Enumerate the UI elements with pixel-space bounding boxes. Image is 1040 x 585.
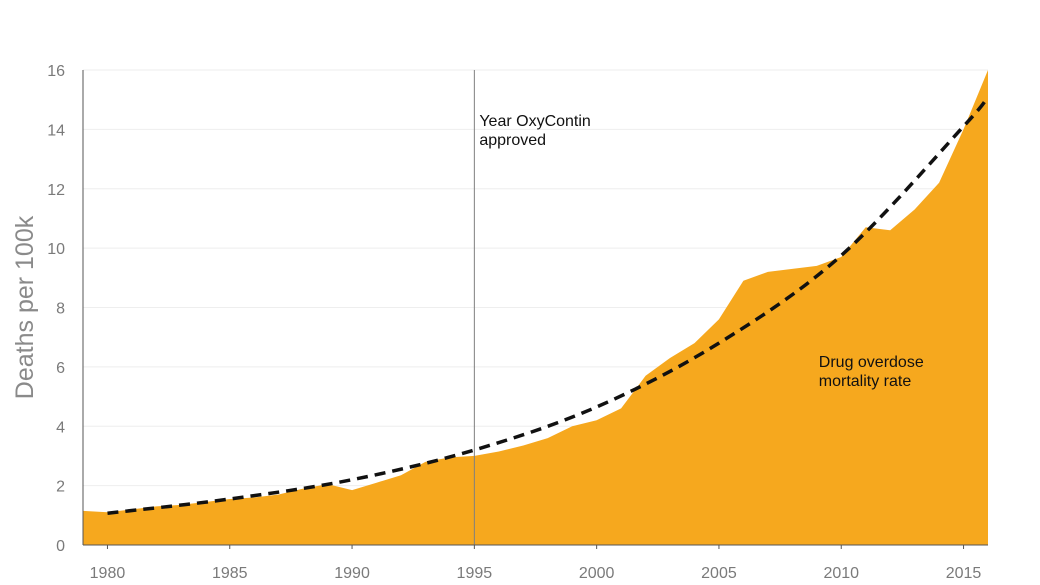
- y-axis-title: Deaths per 100k: [11, 215, 39, 399]
- x-tick-label: 2015: [946, 565, 982, 582]
- y-tick-label: 10: [47, 241, 65, 258]
- x-tick-label: 2010: [823, 565, 859, 582]
- y-tick-label: 0: [56, 538, 65, 555]
- oxycontin-annotation-line: approved: [479, 132, 546, 149]
- oxycontin-annotation-line: Year OxyContin: [479, 113, 590, 130]
- tick-labels: 0 2 4 6 8 10 12 14 16 1980 1985 1990 1995 2000 2005 201…: [47, 63, 981, 582]
- gridlines: [83, 69, 988, 487]
- y-tick-label: 16: [47, 63, 65, 80]
- x-tick-label: 1995: [457, 565, 493, 582]
- area-layer: [83, 70, 988, 545]
- annotations: Year OxyContin approved Drug overdose morta…: [479, 113, 923, 390]
- y-tick-label: 8: [56, 301, 65, 318]
- x-tick-label: 1985: [212, 565, 248, 582]
- x-tick-label: 1980: [90, 565, 126, 582]
- x-tick-label: 1990: [334, 565, 370, 582]
- y-tick-label: 12: [47, 182, 65, 199]
- y-tick-label: 14: [47, 122, 65, 139]
- y-tick-label: 2: [56, 479, 65, 496]
- series-label-line: Drug overdose: [819, 354, 924, 371]
- overdose-area: [83, 70, 988, 545]
- series-label-line: mortality rate: [819, 373, 912, 390]
- x-tick-label: 2005: [701, 565, 737, 582]
- axes: [82, 70, 988, 546]
- y-tick-label: 6: [56, 360, 65, 377]
- y-tick-label: 4: [56, 419, 65, 436]
- x-tick-label: 2000: [579, 565, 615, 582]
